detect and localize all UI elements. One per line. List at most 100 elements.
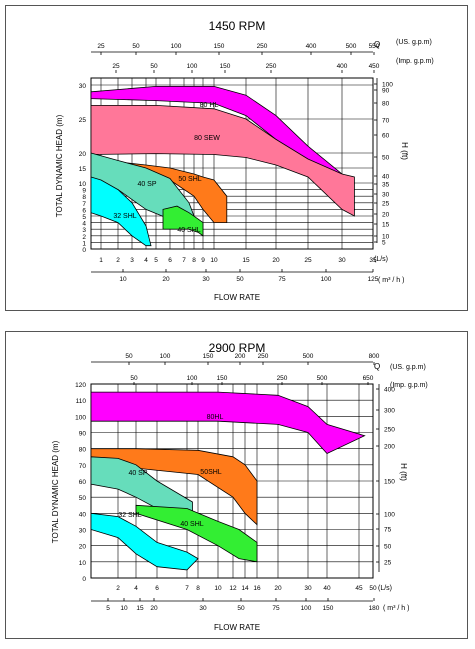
y-tick-label: 70 — [79, 463, 87, 470]
curve-area-32shl — [90, 512, 199, 571]
m3h-tick-label: 100 — [321, 276, 332, 283]
curve-area-40shl — [135, 504, 258, 563]
curve-area-80hl — [90, 391, 366, 454]
curve-label: 80HL — [207, 414, 224, 421]
usgpm-tick-label: 800 — [369, 353, 380, 360]
ls-tick-label: 10 — [214, 585, 222, 592]
ls-tick-label: 4 — [134, 585, 138, 592]
y-tick-label: 100 — [75, 414, 86, 421]
impgpm-unit-label: (Imp. g.p.m) — [390, 382, 428, 389]
ft-tick-label: 100 — [382, 82, 393, 89]
ls-tick-label: 7 — [185, 585, 189, 592]
ft-axis-title: H (ft) — [400, 142, 409, 160]
ft-tick-label: 25 — [384, 560, 392, 567]
ls-tick-label: 25 — [304, 257, 312, 264]
y-tick-label: 25 — [79, 117, 87, 124]
impgpm-tick-label: 150 — [220, 63, 231, 70]
usgpm-unit-label: (US. g.p.m) — [396, 39, 432, 46]
ft-tick-label: 300 — [384, 408, 395, 415]
usgpm-tick-label: 50 — [125, 353, 133, 360]
ls-tick-label: 12 — [229, 585, 237, 592]
ls-tick-label: 4 — [144, 257, 148, 264]
usgpm-tick-label: 150 — [214, 43, 225, 50]
y-tick-label: 40 — [79, 511, 87, 518]
curve-label: 50 SHL — [178, 176, 201, 183]
m3h-tick-label: 125 — [368, 276, 379, 283]
ft-tick-label: 40 — [382, 174, 390, 181]
ft-tick-label: 70 — [382, 118, 390, 125]
y-tick-label: 9 — [82, 188, 86, 195]
chart-panel-2900rpm: 2900 RPM 80HL 50SHL 40 SP 32 SHL 40 SHL 0 10 2… — [5, 331, 468, 639]
y-tick-label: 6 — [82, 207, 86, 214]
usgpm-tick-label: 250 — [258, 353, 269, 360]
ls-tick-label: 2 — [116, 585, 120, 592]
y-tick-label: 8 — [82, 194, 86, 201]
usgpm-tick-label: 400 — [306, 43, 317, 50]
impgpm-tick-label: 25 — [112, 63, 120, 70]
x-axis-title: FLOW RATE — [214, 623, 260, 632]
usgpm-tick-label: 100 — [171, 43, 182, 50]
ft-tick-label: 100 — [384, 512, 395, 519]
ls-tick-label: 5 — [154, 257, 158, 264]
ls-tick-label: 2 — [116, 257, 120, 264]
ls-tick-label: 8 — [192, 257, 196, 264]
ft-tick-label: 80 — [382, 101, 390, 108]
ls-tick-label: 35 — [369, 257, 377, 264]
y-tick-label: 20 — [79, 151, 87, 158]
y-tick-label: 20 — [79, 544, 87, 551]
ls-tick-label: 15 — [242, 257, 250, 264]
rpm-title: 1450 RPM — [209, 19, 266, 33]
y-tick-label: 110 — [76, 398, 87, 405]
usgpm-tick-label: 250 — [257, 43, 268, 50]
y-tick-label: 80 — [79, 447, 87, 454]
m3h-tick-label: 100 — [301, 605, 312, 612]
y-axis-title: TOTAL DYNAMIC HEAD (m) — [51, 440, 60, 543]
ls-tick-label: 30 — [304, 585, 312, 592]
pump-curve-chart-1450rpm: 1450 RPM 80 HL 80 SEW 50 SHL 40 SP 32 SHL 40 … — [55, 19, 434, 302]
ft-tick-label: 60 — [382, 133, 390, 140]
m3h-tick-label: 10 — [119, 276, 127, 283]
y-tick-label: 15 — [79, 166, 87, 173]
ft-tick-label: 10 — [382, 234, 390, 241]
y-tick-label: 10 — [79, 181, 87, 188]
m3h-tick-label: 150 — [323, 605, 334, 612]
m3h-tick-label: 20 — [150, 605, 158, 612]
ft-axis-title: H (ft) — [399, 463, 408, 481]
ft-tick-label: 50 — [384, 544, 392, 551]
impgpm-tick-label: 150 — [217, 375, 228, 382]
impgpm-tick-label: 50 — [130, 375, 138, 382]
m3h-tick-label: 5 — [106, 605, 110, 612]
curve-label: 32 SHL — [113, 213, 136, 220]
ft-tick-label: 50 — [382, 155, 390, 162]
impgpm-tick-label: 650 — [363, 375, 374, 382]
ls-tick-label: 6 — [168, 257, 172, 264]
ft-tick-label: 30 — [382, 192, 390, 199]
impgpm-tick-label: 450 — [369, 63, 380, 70]
ft-tick-label: 200 — [384, 444, 395, 451]
y-tick-label: 4 — [82, 221, 86, 228]
ls-tick-label: 50 — [369, 585, 377, 592]
impgpm-unit-label: (Imp. g.p.m) — [396, 58, 434, 65]
usgpm-tick-label: 500 — [303, 353, 314, 360]
ls-tick-label: 10 — [210, 257, 218, 264]
curve-label: 40 SP — [128, 470, 147, 477]
ft-tick-label: 150 — [384, 479, 395, 486]
impgpm-tick-label: 100 — [187, 375, 198, 382]
y-tick-label: 90 — [79, 431, 87, 438]
usgpm-tick-label: 25 — [97, 43, 105, 50]
ft-tick-label: 400 — [384, 387, 395, 394]
ls-tick-label: 14 — [241, 585, 249, 592]
m3h-tick-label: 20 — [162, 276, 170, 283]
ls-tick-label: 30 — [338, 257, 346, 264]
curve-area-32shl — [90, 176, 152, 247]
ls-tick-label: 7 — [182, 257, 186, 264]
q-label: Q — [374, 40, 380, 49]
m3h-tick-label: 30 — [199, 605, 207, 612]
curve-area-40shl — [162, 205, 204, 237]
x-axis-title: FLOW RATE — [214, 293, 260, 302]
curve-label: 40 SHL — [177, 227, 200, 234]
usgpm-tick-label: 500 — [346, 43, 357, 50]
ls-tick-label: 9 — [201, 257, 205, 264]
ft-tick-label: 35 — [382, 182, 390, 189]
ls-tick-label: 16 — [253, 585, 261, 592]
